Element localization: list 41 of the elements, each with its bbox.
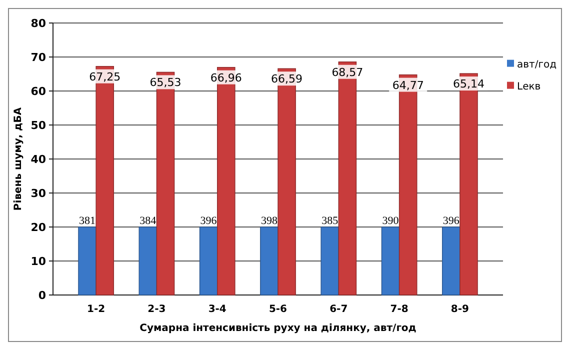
y-tick-label: 0 — [38, 288, 46, 302]
x-tick-label: 7-8 — [390, 304, 408, 315]
legend-label: авт/год — [517, 59, 557, 70]
annotation: 398 — [260, 215, 278, 227]
annotation: 396 — [442, 215, 460, 227]
annotation: 390 — [382, 215, 400, 227]
bar — [138, 226, 158, 296]
y-tick-label: 60 — [30, 84, 46, 98]
y-tick-label: 70 — [30, 50, 46, 64]
legend-label: Lекв — [517, 81, 541, 92]
data-label: 67,25 — [89, 70, 121, 84]
x-tick-label: 8-9 — [450, 304, 470, 315]
y-tick-label: 20 — [30, 220, 46, 234]
data-label: 64,77 — [392, 78, 424, 92]
data-label: 68,57 — [332, 66, 364, 79]
annotation: 385 — [322, 215, 339, 227]
data-label: 66,96 — [210, 71, 242, 84]
y-tick-label: 80 — [30, 16, 46, 30]
bar — [381, 226, 400, 296]
bar — [78, 226, 96, 296]
x-tick-label: 5-6 — [268, 304, 288, 315]
annotation: 381 — [79, 215, 96, 227]
x-tick-label: 1-2 — [87, 304, 106, 315]
data-label: 65,14 — [452, 78, 484, 91]
bar — [442, 226, 460, 296]
x-tick-label: 2-3 — [148, 304, 166, 315]
y-tick-label: 10 — [30, 254, 46, 268]
y-tick-label: 50 — [30, 118, 46, 132]
annotation: 384 — [140, 215, 157, 227]
bar — [260, 226, 278, 296]
x-tick-label: 3-4 — [208, 304, 226, 315]
x-tick-label: 6-7 — [330, 304, 348, 315]
data-label: 65,53 — [150, 76, 182, 90]
annotation: 396 — [200, 215, 218, 227]
bar — [199, 226, 218, 296]
x-axis-title: Сумарна інтенсивність руху на ділянку, авт/год — [140, 323, 416, 334]
y-tick-label: 40 — [30, 152, 46, 166]
data-label: 66,59 — [271, 72, 303, 86]
y-tick-label: 30 — [30, 186, 46, 200]
y-axis-title: Рівень шуму, дБА — [13, 107, 24, 211]
bar — [320, 226, 339, 296]
